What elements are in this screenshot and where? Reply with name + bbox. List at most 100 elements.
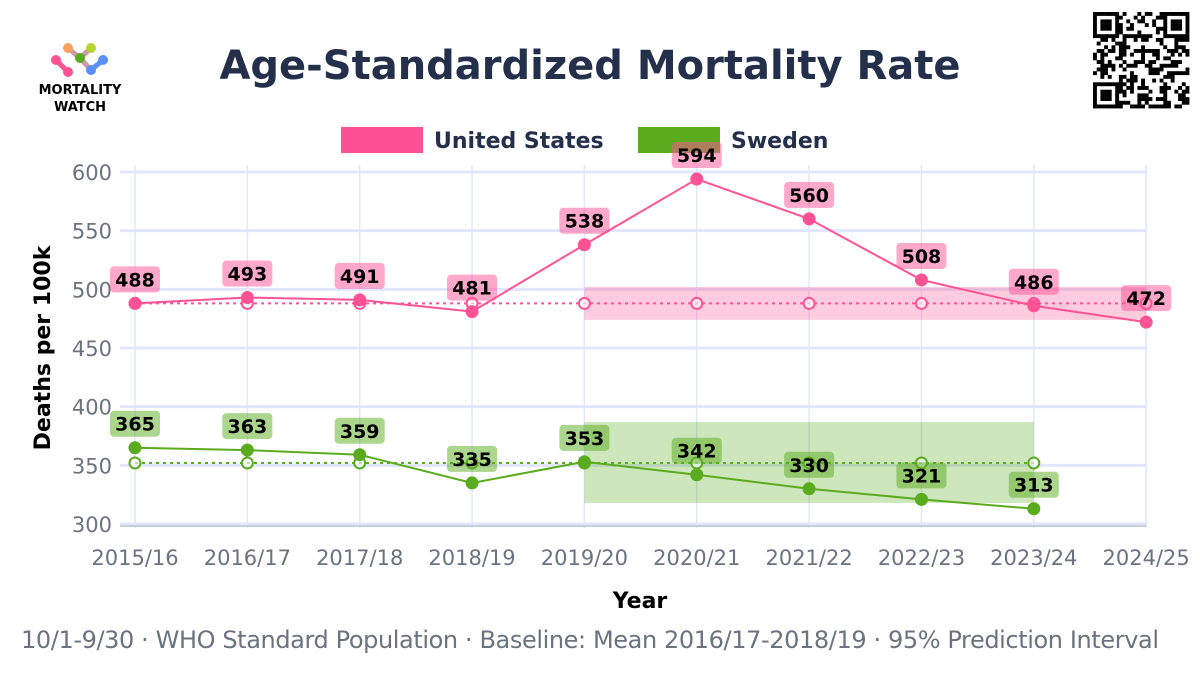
qr-module (1185, 67, 1190, 72)
qr-module (1174, 37, 1179, 42)
logo-line1: MORTALITY (39, 83, 122, 98)
qr-module (1104, 23, 1108, 27)
qr-module (1148, 67, 1153, 72)
qr-module (1185, 52, 1190, 57)
qr-module (1137, 12, 1142, 16)
qr-module (1170, 49, 1175, 53)
qr-module (1141, 104, 1145, 109)
qr-module (1167, 104, 1171, 109)
qr-module (1130, 34, 1134, 39)
qr-module (1141, 86, 1145, 90)
qr-module (1178, 93, 1182, 98)
qr-module (1115, 89, 1120, 94)
qr-module (1141, 52, 1145, 57)
data-point (914, 273, 928, 287)
qr-module (1107, 104, 1112, 109)
qr-module (1137, 49, 1142, 53)
qr-module (1118, 86, 1123, 90)
qr-module (1163, 100, 1168, 105)
qr-module (1126, 19, 1131, 24)
baseline-marker (914, 296, 928, 310)
qr-module (1144, 97, 1149, 101)
data-point (465, 476, 479, 490)
logo: MORTALITY WATCH (39, 43, 122, 115)
qr-module (1163, 26, 1168, 31)
qr-module (1152, 23, 1157, 27)
data-label: 472 (1126, 288, 1166, 310)
qr-module (1141, 93, 1145, 98)
qr-module (1126, 86, 1131, 90)
qr-module (1111, 63, 1116, 68)
qr-module (1181, 37, 1186, 42)
qr-module (1185, 37, 1190, 42)
data-point (690, 172, 704, 186)
qr-module (1111, 34, 1116, 39)
qr-module (1122, 89, 1127, 94)
qr-module (1111, 82, 1116, 87)
qr-module (1100, 52, 1105, 57)
qr-module (1185, 49, 1190, 53)
qr-module (1170, 34, 1175, 39)
qr-module (1093, 104, 1097, 109)
qr-module (1107, 19, 1112, 24)
qr-module (1100, 19, 1105, 24)
baseline-marker (690, 296, 704, 310)
qr-module (1152, 104, 1157, 109)
qr-module (1181, 45, 1186, 50)
qr-module (1104, 34, 1108, 39)
qr-module (1100, 67, 1105, 72)
qr-module (1185, 23, 1190, 27)
qr-module (1167, 12, 1171, 16)
y-tick-label: 550 (72, 220, 112, 244)
qr-module (1118, 63, 1123, 68)
qr-module (1126, 100, 1131, 105)
qr-module (1118, 41, 1123, 46)
qr-module (1170, 23, 1175, 27)
qr-module (1118, 26, 1123, 31)
qr-module (1144, 12, 1149, 16)
data-label: 353 (565, 428, 605, 450)
qr-module (1111, 104, 1116, 109)
data-label: 538 (565, 211, 605, 233)
qr-module (1130, 89, 1134, 94)
qr-module (1167, 74, 1171, 79)
qr-module (1174, 19, 1179, 24)
qr-module (1122, 34, 1127, 39)
qr-module (1118, 100, 1123, 105)
qr-module (1104, 104, 1108, 109)
data-label-bg (784, 451, 835, 478)
qr-module (1155, 30, 1160, 35)
qr-module (1163, 23, 1168, 27)
data-point (802, 482, 816, 496)
qr-module (1107, 23, 1112, 27)
qr-module (1133, 60, 1138, 64)
qr-module (1133, 34, 1138, 39)
qr-module (1122, 93, 1127, 98)
qr-module (1111, 37, 1116, 42)
qr-module (1163, 34, 1168, 39)
qr-module (1096, 82, 1101, 87)
qr-module (1111, 49, 1116, 53)
qr-module (1178, 12, 1182, 16)
qr-module (1122, 52, 1127, 57)
qr-module (1100, 71, 1105, 76)
qr-module (1155, 26, 1160, 31)
qr-code[interactable] (1093, 12, 1190, 109)
data-label-bg (896, 462, 947, 489)
qr-module (1137, 60, 1142, 64)
data-point (1027, 299, 1041, 313)
data-point (914, 492, 928, 506)
qr-module (1118, 49, 1123, 53)
data-label: 359 (340, 421, 380, 443)
qr-module (1155, 56, 1160, 61)
qr-module (1122, 74, 1127, 79)
qr-module (1126, 78, 1131, 83)
qr-module (1141, 97, 1145, 101)
logo-line2: WATCH (54, 100, 106, 115)
qr-module (1185, 100, 1190, 105)
qr-module (1181, 82, 1186, 87)
qr-module (1185, 12, 1190, 16)
data-point (690, 468, 704, 482)
qr-module (1104, 63, 1108, 68)
data-label: 560 (789, 185, 829, 207)
